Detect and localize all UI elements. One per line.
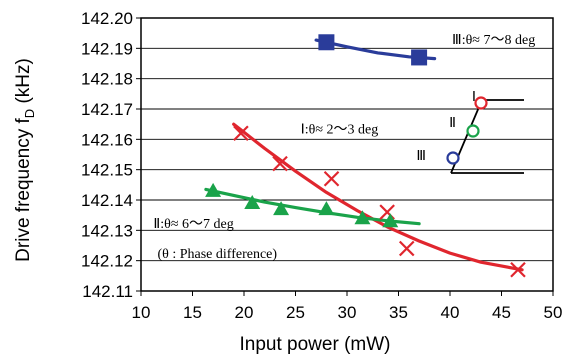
x-tick-label: 25 <box>286 303 305 322</box>
annotations: Ⅲ:θ≈ 7～8 deg Ⅰ:θ≈ 2～3 deg Ⅱ:θ≈ 6～7 deg (θ :… <box>153 33 535 262</box>
data-point-cross <box>510 261 526 278</box>
y-tick-label: 142.13 <box>81 221 133 240</box>
x-tick-labels: 10 15 20 25 30 35 40 45 50 <box>132 303 563 322</box>
x-tick-label: 30 <box>338 303 357 322</box>
x-tick-label: 50 <box>544 303 563 322</box>
y-tick-label: 142.16 <box>81 130 133 149</box>
annotation-label: (θ : Phase difference) <box>157 247 277 262</box>
x-tick-label: 35 <box>389 303 408 322</box>
y-axis-title-main: Drive frequency f <box>13 118 34 262</box>
fit-curves <box>204 38 524 272</box>
x-axis-title: Input power (mW) <box>240 334 391 355</box>
y-tick-label: 142.18 <box>81 70 133 89</box>
y-tick-label: 142.11 <box>82 282 133 301</box>
data-point-triangle <box>382 213 399 228</box>
data-points <box>205 34 526 278</box>
y-tick-label: 142.15 <box>81 161 133 180</box>
data-point-triangle <box>244 195 261 210</box>
y-tick-label: 142.17 <box>81 100 133 119</box>
annotation-label: Ⅱ:θ≈ 6～7 deg <box>153 217 233 232</box>
inset-label: Ⅰ <box>472 90 476 105</box>
x-tick-label: 40 <box>441 303 460 322</box>
plot-frame <box>140 17 554 292</box>
fit-curve <box>204 187 421 226</box>
x-tick-label: 15 <box>183 303 202 322</box>
y-tick-label: 142.12 <box>81 252 133 271</box>
data-point-cross <box>272 155 288 172</box>
inset-marker-circle <box>446 151 460 165</box>
y-axis-title-unit: (kHz) <box>13 58 34 109</box>
inset-marker-circle <box>466 124 480 138</box>
x-tick-label: 45 <box>492 303 511 322</box>
y-axis-title: Drive frequency fD (kHz) <box>13 58 37 262</box>
data-point-cross <box>233 125 249 142</box>
data-point-square <box>411 49 428 66</box>
data-point-triangle <box>318 201 335 216</box>
x-tick-label: 10 <box>132 303 151 322</box>
data-point-cross <box>398 240 415 257</box>
y-axis-title-subscript: D <box>22 109 37 118</box>
inset-label: Ⅱ <box>449 116 456 131</box>
y-tick-label: 142.19 <box>81 39 133 58</box>
y-tick-label: 142.20 <box>81 9 133 28</box>
y-tick-label: 142.14 <box>81 191 133 210</box>
data-point-cross <box>323 170 340 187</box>
data-point-triangle <box>205 182 222 197</box>
gridlines <box>136 17 554 296</box>
inset-diagram: Ⅰ Ⅱ Ⅲ <box>416 90 524 174</box>
inset-label: Ⅲ <box>416 149 426 164</box>
x-tick-label: 20 <box>235 303 254 322</box>
data-point-square <box>318 34 335 51</box>
annotation-label: Ⅰ:θ≈ 2～3 deg <box>301 123 379 138</box>
data-point-triangle <box>273 201 290 216</box>
y-tick-labels: 142.11 142.12 142.13 142.14 142.15 142.16 142.… <box>81 9 133 301</box>
annotation-label: Ⅲ:θ≈ 7～8 deg <box>452 33 535 48</box>
inset-marker-circle <box>474 96 488 110</box>
data-point-triangle <box>354 210 371 225</box>
